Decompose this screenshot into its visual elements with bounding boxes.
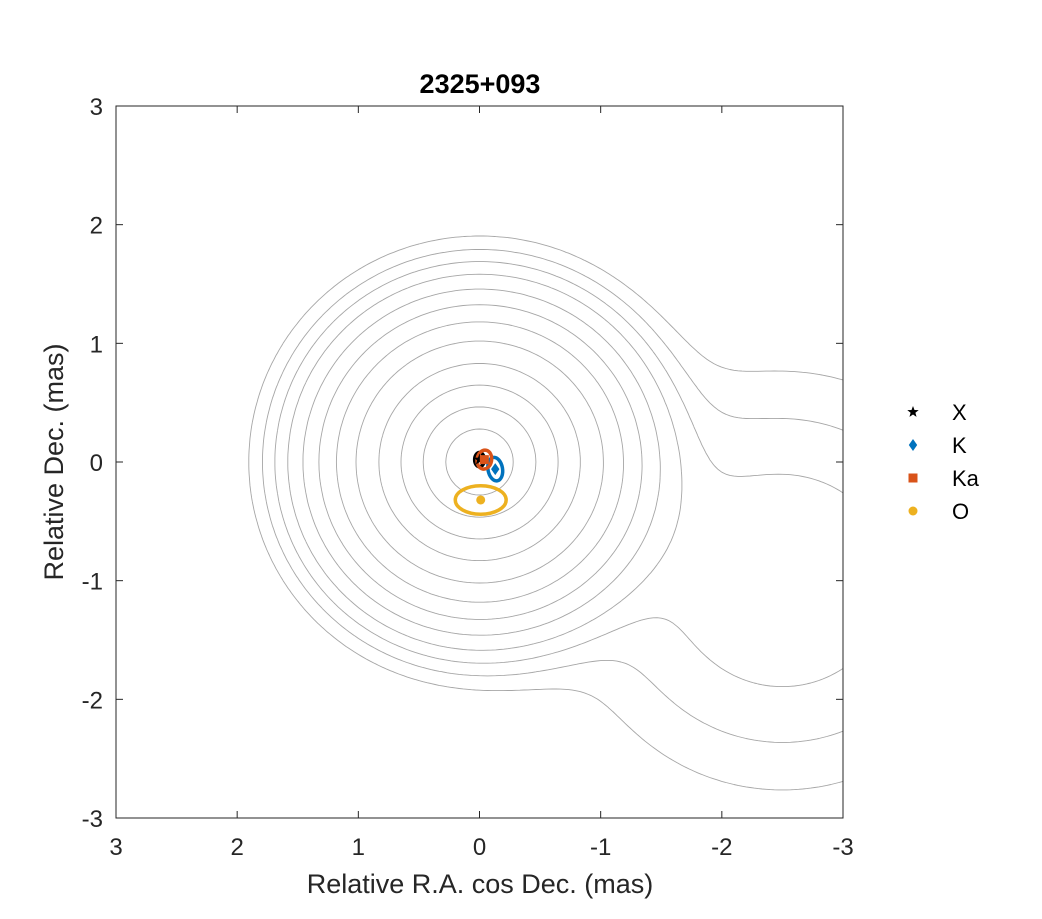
x-tick-label: -3 [832,834,853,861]
x-axis-label: Relative R.A. cos Dec. (mas) [307,869,654,899]
legend-label-o: O [952,499,969,524]
legend-marker-o [908,506,918,516]
legend-label-k: K [952,433,967,458]
contour-level-3 [274,261,843,688]
legend-marker-x [907,406,919,417]
contour-level-9 [378,363,581,562]
legend-label-x: X [952,400,967,425]
marker-o [476,495,486,505]
contour-level-7 [335,321,624,603]
legend-marker-ka [908,473,918,483]
contour-level-5 [302,288,661,636]
y-tick-label: -1 [82,569,103,596]
contour-level-12 [445,428,514,496]
contour-level-4 [287,273,683,651]
chart-title: 2325+093 [420,69,541,99]
x-tick-label: -1 [590,834,611,861]
error-ellipse-o [453,483,508,516]
contour-level-11 [422,406,537,518]
contour-level-10 [400,384,559,540]
marker-k [491,463,500,476]
x-tick-label: -2 [711,834,732,861]
legend-label-ka: Ka [952,466,980,491]
contour-group [248,235,843,791]
contour-level-2 [262,248,843,743]
x-tick-label: 2 [230,834,243,861]
legend-marker-k [908,439,918,451]
x-tick-label: 1 [352,834,365,861]
marker-group [473,453,500,505]
contour-level-8 [355,340,604,584]
y-tick-label: 2 [90,213,103,240]
legend: XK Ka O [907,400,980,524]
y-tick-label: -3 [82,806,103,833]
y-tick-label: 0 [90,450,103,477]
marker-ka [479,455,489,465]
contour-level-6 [318,304,643,620]
marker-x [473,453,486,465]
contour-level-1 [248,235,843,791]
x-tick-label: 0 [473,834,486,861]
y-tick-label: -2 [82,687,103,714]
x-tick-label: 3 [109,834,122,861]
y-tick-label: 3 [90,94,103,121]
y-axis-label: Relative Dec. (mas) [39,343,69,580]
y-tick-label: 1 [90,331,103,358]
